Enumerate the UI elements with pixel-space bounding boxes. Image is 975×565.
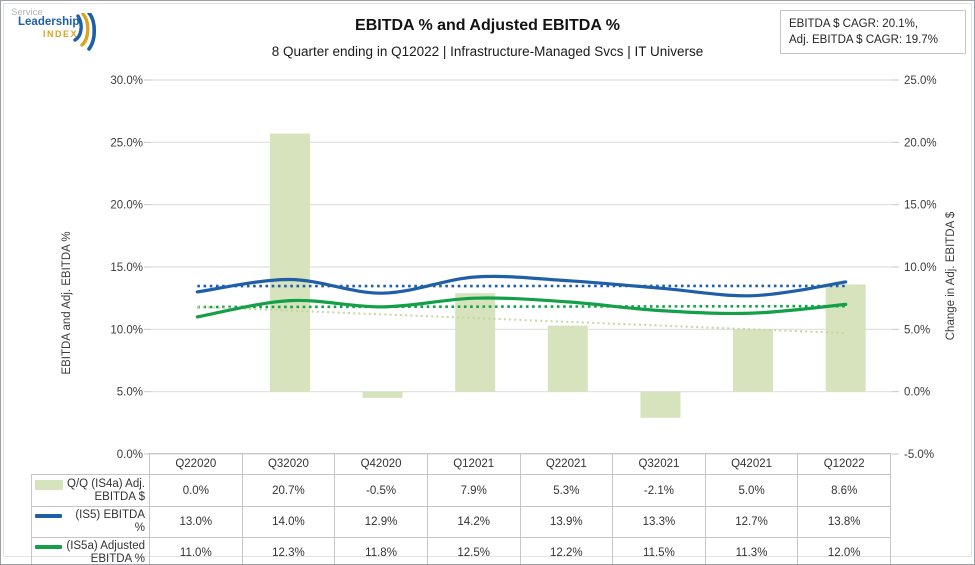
table-value-cell: 12.2% bbox=[519, 537, 614, 564]
right-axis-tick-label: 15.0% bbox=[904, 200, 937, 212]
bar-qq-adj-ebitda bbox=[362, 391, 403, 398]
line-series-swatch-icon bbox=[35, 514, 62, 518]
left-axis-tick-label: 20.0% bbox=[110, 200, 143, 212]
table-value-cell: 12.9% bbox=[334, 506, 428, 538]
table-corner-cell bbox=[32, 454, 150, 475]
line-series-swatch-icon bbox=[35, 545, 62, 549]
table-col-header: Q32021 bbox=[612, 453, 706, 475]
left-axis-tick-label: 15.0% bbox=[110, 262, 143, 274]
series-legend-cell: (IS5) EBITDA % bbox=[31, 506, 150, 538]
chart-data-table: Q22020 Q32020 Q42020 Q12021 Q22021 Q32021 Q420… bbox=[31, 453, 891, 565]
table-col-header: Q32020 bbox=[241, 453, 336, 475]
table-value-cell: 11.5% bbox=[612, 537, 706, 564]
table-value-cell: 12.3% bbox=[241, 537, 336, 564]
table-col-header: Q12021 bbox=[426, 453, 521, 475]
series-legend-cell: (IS5a) Adjusted EBITDA % bbox=[31, 537, 150, 565]
bar-series-swatch-icon bbox=[35, 479, 63, 490]
right-axis-tick-label: -5.0% bbox=[904, 449, 934, 461]
right-axis-tick-label: 5.0% bbox=[904, 324, 930, 336]
table-value-cell: 12.7% bbox=[704, 506, 799, 538]
right-axis-tick-label: 20.0% bbox=[904, 137, 937, 149]
bar-qq-adj-ebitda bbox=[640, 391, 681, 418]
table-value-cell: 14.0% bbox=[241, 506, 336, 538]
ebitda-line bbox=[195, 274, 848, 298]
logo-leadership-text: Leadership bbox=[18, 16, 80, 28]
left-axis-title: EBITDA and Adj. EBITDA % bbox=[61, 231, 73, 374]
logo-swoosh-icon bbox=[73, 13, 97, 51]
bar-qq-adj-ebitda bbox=[455, 293, 496, 392]
left-axis-tick-label: 30.0% bbox=[110, 75, 143, 87]
table-value-cell: 14.2% bbox=[426, 506, 521, 538]
table-value-cell: 12.5% bbox=[426, 537, 521, 564]
table-value-cell: 5.3% bbox=[519, 474, 614, 507]
table-col-header: Q42021 bbox=[704, 453, 799, 475]
table-value-cell: 11.8% bbox=[334, 537, 428, 564]
table-value-cell: 0.0% bbox=[149, 474, 243, 507]
logo-service-text: Service bbox=[11, 7, 43, 18]
table-value-cell: 8.6% bbox=[797, 474, 891, 507]
service-leadership-logo: Service Leadership INDEX bbox=[9, 6, 101, 54]
table-row: Q/Q (IS4a) Adj. EBITDA $0.0% 20.7% -0.5% 7.9… bbox=[31, 474, 891, 507]
cagr-line-1: EBITDA $ CAGR: 20.1%, bbox=[789, 18, 919, 30]
table-col-header: Q22020 bbox=[149, 453, 243, 475]
left-axis-tick-label: 0.0% bbox=[117, 449, 143, 461]
table-value-cell: 13.0% bbox=[149, 506, 243, 538]
table-value-cell: 13.8% bbox=[797, 506, 891, 538]
table-col-header: Q12022 bbox=[797, 453, 891, 475]
table-value-cell: 12.0% bbox=[797, 537, 891, 564]
table-value-cell: -0.5% bbox=[334, 474, 428, 507]
right-axis-tick-label: 10.0% bbox=[904, 262, 937, 274]
logo-index-text: INDEX bbox=[43, 29, 79, 39]
table-value-cell: -2.1% bbox=[612, 474, 706, 507]
table-value-cell: 13.3% bbox=[612, 506, 706, 538]
table-col-header: Q42020 bbox=[334, 453, 428, 475]
chart-title: EBITDA % and Adjusted EBITDA % bbox=[355, 17, 620, 34]
series-legend-cell: Q/Q (IS4a) Adj. EBITDA $ bbox=[31, 474, 150, 507]
series-legend-label: Q/Q (IS4a) Adj. EBITDA $ bbox=[67, 477, 145, 503]
title-block: EBITDA % and Adjusted EBITDA % 8 Quarter… bbox=[1, 17, 974, 59]
table-value-cell: 11.3% bbox=[704, 537, 799, 564]
table-value-cell: 11.0% bbox=[149, 537, 243, 564]
adjusted-ebitda-line bbox=[195, 296, 848, 319]
table-row: (IS5) EBITDA % 13.0% 14.0% 12.9% 14.2% 13.9% 1… bbox=[31, 506, 891, 538]
table-value-cell: 7.9% bbox=[426, 474, 521, 507]
series-legend-label: (IS5a) Adjusted EBITDA % bbox=[66, 540, 145, 565]
table-value-cell: 13.9% bbox=[519, 506, 614, 538]
right-axis-tick-label: 0.0% bbox=[904, 387, 930, 399]
table-value-cell: 20.7% bbox=[241, 474, 336, 507]
bar-qq-adj-ebitda bbox=[269, 133, 310, 392]
bar-qq-adj-ebitda bbox=[547, 325, 588, 392]
trendline-adj-ebitda bbox=[197, 304, 846, 309]
table-col-header: Q22021 bbox=[519, 453, 614, 475]
left-axis-tick-label: 25.0% bbox=[110, 137, 143, 149]
cagr-annotation-box: EBITDA $ CAGR: 20.1%, Adj. EBITDA $ CAGR… bbox=[780, 10, 966, 54]
cagr-line-2: Adj. EBITDA $ CAGR: 19.7% bbox=[789, 34, 938, 46]
chart-subtitle: 8 Quarter ending in Q12022 | Infrastruct… bbox=[271, 44, 704, 59]
series-legend-label: (IS5) EBITDA % bbox=[75, 509, 145, 534]
left-axis-tick-label: 5.0% bbox=[117, 387, 143, 399]
table-value-cell: 5.0% bbox=[704, 474, 799, 507]
right-axis-title: Change in Adj. EBITDA $ bbox=[945, 211, 957, 340]
bar-qq-adj-ebitda bbox=[825, 284, 866, 392]
table-row: (IS5a) Adjusted EBITDA % 11.0% 12.3% 11.8% 12… bbox=[31, 537, 891, 565]
bar-qq-adj-ebitda bbox=[733, 329, 774, 392]
left-axis-tick-label: 10.0% bbox=[110, 324, 143, 336]
right-axis-tick-label: 25.0% bbox=[904, 75, 937, 87]
